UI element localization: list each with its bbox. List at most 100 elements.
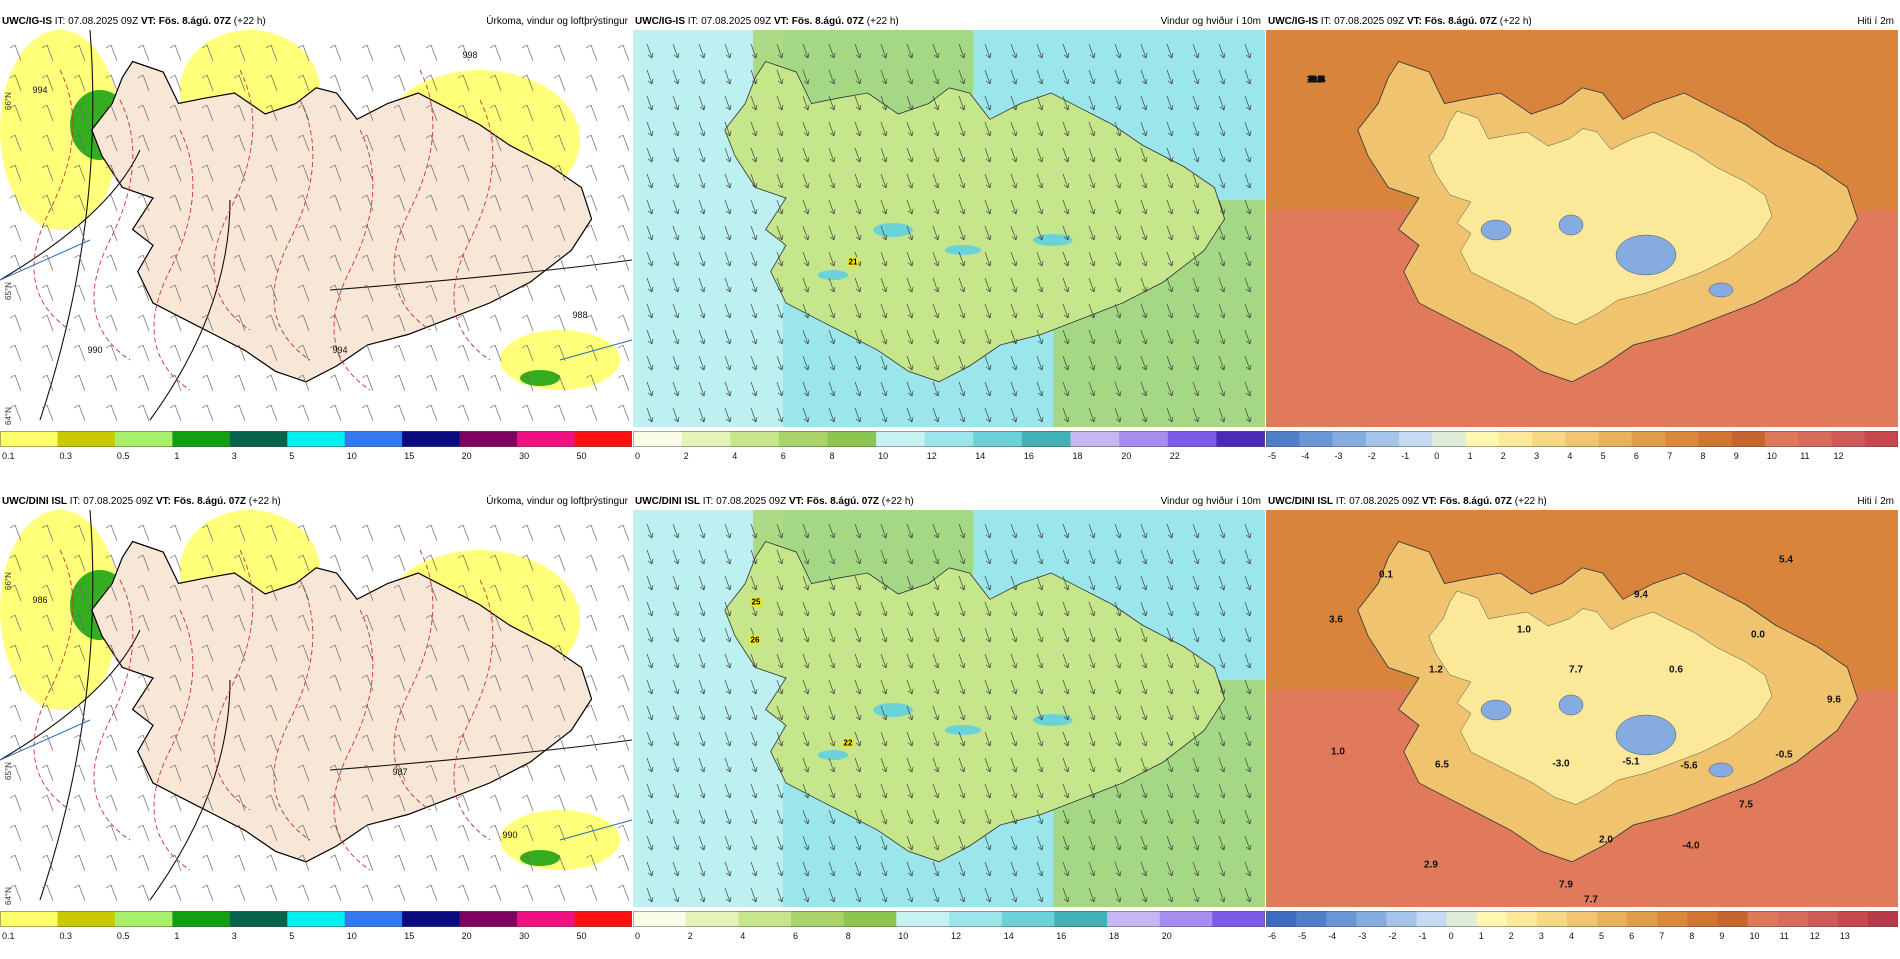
wind-arrow — [1036, 549, 1044, 565]
wind-arrow — [984, 601, 992, 617]
glacier-cold-area — [1708, 282, 1734, 298]
wind-arrow — [698, 705, 706, 721]
wind-barb — [329, 314, 342, 332]
wind-arrow — [1244, 407, 1252, 423]
colorbar-tick-label: -1 — [1401, 451, 1409, 461]
wind-arrow — [958, 95, 966, 111]
wind-arrow — [724, 277, 732, 293]
wind-arrow — [1088, 199, 1096, 215]
wind-barb — [617, 374, 630, 392]
colorbar-segment — [1167, 431, 1217, 447]
wind-barb — [585, 104, 598, 122]
wind-arrow — [1140, 173, 1148, 189]
wind-arrow — [1010, 679, 1018, 695]
wind-barb — [9, 254, 22, 272]
wind-arrow — [802, 575, 810, 591]
wind-barb — [393, 374, 406, 392]
wind-barb — [553, 344, 566, 362]
wind-barb — [9, 314, 22, 332]
wind-arrow — [854, 705, 862, 721]
wind-arrow — [1140, 601, 1148, 617]
wind-arrow — [1140, 627, 1148, 643]
wind-barb — [553, 644, 566, 662]
panel-header: UWC/IG-IS IT: 07.08.2025 09Z VT: Fös. 8.… — [1266, 14, 1898, 30]
wind-arrow — [1218, 887, 1226, 903]
wind-barb — [521, 824, 534, 842]
wind-arrow — [1114, 69, 1122, 85]
panel-title: Hiti í 2m — [1857, 16, 1894, 27]
wind-arrow — [776, 627, 784, 643]
wind-barb — [201, 224, 214, 242]
colorbar-tick-label: 6 — [1634, 451, 1639, 461]
run-info: UWC/IG-IS IT: 07.08.2025 09Z VT: Fös. 8.… — [1268, 14, 1532, 30]
wind-arrow — [1140, 523, 1148, 539]
wind-barb — [297, 344, 310, 362]
wind-arrow — [1062, 225, 1070, 241]
wind-arrow — [1244, 549, 1252, 565]
wind-barb — [137, 524, 150, 542]
wind-barb — [361, 734, 374, 752]
colorbar-segment — [633, 431, 683, 447]
wind-arrow — [880, 43, 888, 59]
wind-arrow — [1218, 69, 1226, 85]
colorbar-tick-label: 2 — [1509, 931, 1514, 941]
wind-arrow — [1114, 251, 1122, 267]
wind-barb — [137, 614, 150, 632]
wind-arrow — [906, 173, 914, 189]
wind-barb — [617, 254, 630, 272]
wind-barb — [201, 824, 214, 842]
wind-arrow — [1218, 147, 1226, 163]
colorbar-segment — [1867, 911, 1898, 927]
wind-barb — [329, 404, 342, 422]
wind-arrow — [1166, 757, 1174, 773]
wind-arrow — [1192, 277, 1200, 293]
wind-barb — [297, 824, 310, 842]
wind-arrow — [672, 835, 680, 851]
colorbar-segment — [114, 911, 173, 927]
wind-barb — [9, 674, 22, 692]
wind-arrow — [776, 251, 784, 267]
temperature-value: 2.9 — [1424, 859, 1438, 871]
wind-arrow — [1192, 199, 1200, 215]
wind-arrow — [1244, 757, 1252, 773]
wind-barb — [169, 764, 182, 782]
wind-barb — [521, 374, 534, 392]
wind-barb — [41, 44, 54, 62]
wind-barb — [585, 284, 598, 302]
wind-barb — [617, 764, 630, 782]
wind-arrow — [750, 147, 758, 163]
colorbar-segment — [949, 911, 1003, 927]
wind-arrow — [1140, 225, 1148, 241]
wind-arrow — [1166, 95, 1174, 111]
wind-barb — [617, 884, 630, 902]
wind-barb — [553, 314, 566, 332]
wind-barb — [41, 554, 54, 572]
colorbar-segment — [57, 911, 116, 927]
wind-arrow — [698, 835, 706, 851]
model-name: UWC/IG-IS — [1268, 16, 1318, 27]
wind-barb — [41, 674, 54, 692]
colorbar-tick-label: 8 — [846, 931, 851, 941]
wind-arrow — [1166, 627, 1174, 643]
wind-barb — [585, 524, 598, 542]
wind-barb — [489, 404, 502, 422]
colorbar-tick-label: -3 — [1335, 451, 1343, 461]
isobar-label: 998 — [462, 50, 478, 60]
wind-arrow — [958, 731, 966, 747]
wind-barb — [265, 284, 278, 302]
colorbar-tick-label: -2 — [1368, 451, 1376, 461]
wind-arrow — [1244, 147, 1252, 163]
temperature-value: 9.6 — [1827, 694, 1841, 706]
wind-arrow — [854, 407, 862, 423]
wind-barb — [361, 764, 374, 782]
colorbar-segment — [924, 431, 974, 447]
wind-arrow — [1166, 731, 1174, 747]
wind-arrow — [854, 355, 862, 371]
wind-arrow — [984, 199, 992, 215]
wind-arrow — [932, 601, 940, 617]
wind-arrow — [1036, 355, 1044, 371]
wind-arrow — [880, 705, 888, 721]
colorbar-segment — [1266, 911, 1297, 927]
wind-arrow — [698, 679, 706, 695]
wind-arrow — [1244, 601, 1252, 617]
